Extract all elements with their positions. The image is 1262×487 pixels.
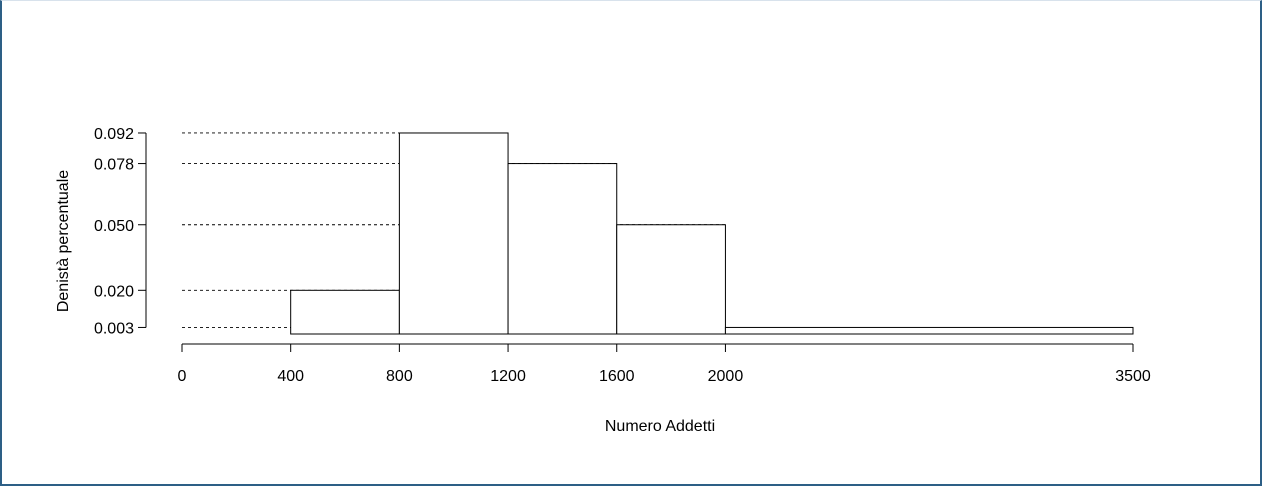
x-axis: 0 400 800 1200 1600 2000 3500 bbox=[178, 343, 1151, 385]
histogram-bar-4 bbox=[724, 326, 1134, 335]
x-tick-label-4: 1600 bbox=[599, 368, 635, 385]
histogram-bar-3 bbox=[616, 224, 726, 335]
x-tick-label-0: 0 bbox=[178, 368, 187, 385]
y-tick-label-3: 0.078 bbox=[94, 157, 134, 174]
y-axis: 0.003 0.020 0.050 0.078 0.092 bbox=[94, 126, 147, 337]
histogram-bars bbox=[290, 132, 1134, 335]
y-tick-label-2: 0.050 bbox=[94, 218, 134, 235]
x-tick-label-2: 800 bbox=[386, 368, 413, 385]
x-tick-label-3: 1200 bbox=[490, 368, 526, 385]
x-axis-label: Numero Addetti bbox=[605, 418, 715, 435]
histogram-bar-2 bbox=[507, 163, 618, 335]
histogram-bar-0 bbox=[290, 289, 400, 335]
y-tick-label-4: 0.092 bbox=[94, 126, 134, 143]
y-tick-label-0: 0.003 bbox=[94, 320, 134, 337]
y-axis-label: Denistà percentuale bbox=[55, 170, 72, 312]
x-tick-label-1: 400 bbox=[277, 368, 304, 385]
x-tick-label-5: 2000 bbox=[708, 368, 744, 385]
histogram-bar-1 bbox=[398, 132, 509, 335]
y-tick-label-1: 0.020 bbox=[94, 283, 134, 300]
x-tick-label-6: 3500 bbox=[1115, 368, 1151, 385]
